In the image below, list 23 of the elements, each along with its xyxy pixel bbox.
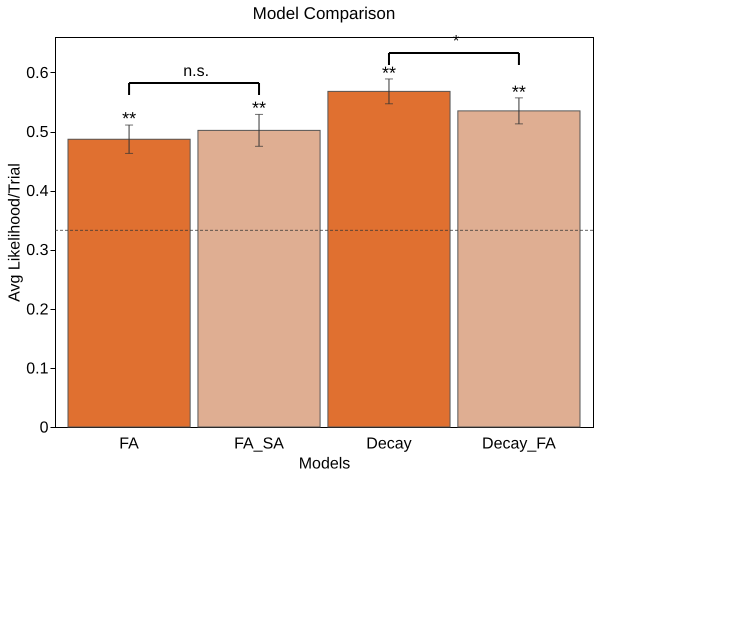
y-tick-label: 0.5 bbox=[26, 124, 49, 142]
y-tick-label: 0.2 bbox=[26, 301, 49, 318]
x-tick-label: FA_SA bbox=[234, 436, 284, 452]
x-tick-label: Decay bbox=[366, 436, 412, 452]
bar bbox=[327, 90, 451, 428]
y-tick-label: 0.1 bbox=[26, 360, 49, 378]
y-tick-label: 0.3 bbox=[26, 242, 49, 260]
chart-title: Model Comparison bbox=[252, 4, 396, 23]
y-tick-label: 0 bbox=[40, 420, 49, 436]
annotation: ** bbox=[382, 63, 396, 84]
annotation: n.s. bbox=[183, 63, 210, 80]
y-tick-label: 0.6 bbox=[26, 64, 49, 82]
x-tick-label: FA bbox=[119, 436, 140, 452]
annotation: ** bbox=[512, 82, 526, 102]
bar bbox=[457, 110, 581, 428]
annotation: ** bbox=[122, 108, 136, 129]
y-axis-title: Avg Likelihood/Trial bbox=[6, 163, 24, 302]
x-tick-label: Decay_FA bbox=[482, 436, 556, 452]
x-axis-title: Models bbox=[298, 456, 350, 472]
bar bbox=[67, 138, 191, 428]
annotation: ** bbox=[252, 98, 266, 118]
y-tick-label: 0.4 bbox=[26, 183, 49, 200]
bar bbox=[197, 130, 321, 428]
